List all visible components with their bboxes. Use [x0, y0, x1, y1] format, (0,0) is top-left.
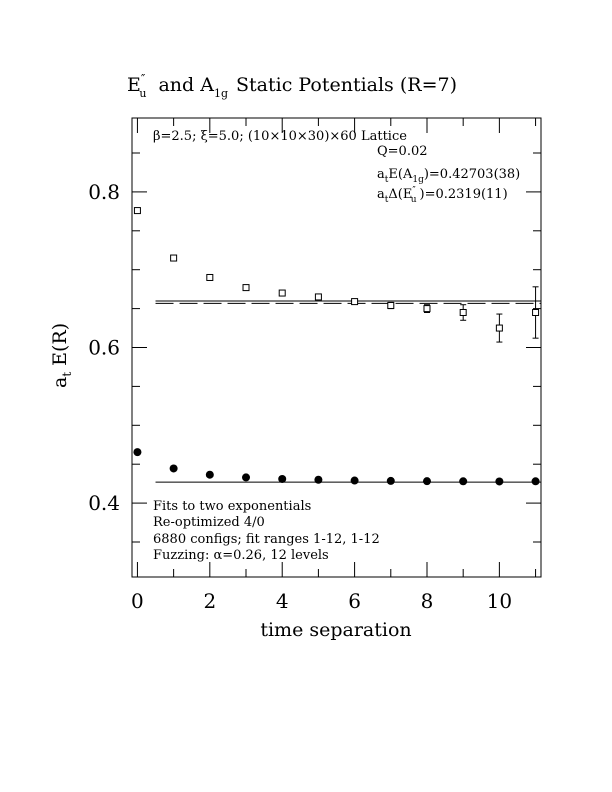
gap-mid-sub: u [411, 195, 417, 205]
fit-note-2: Re-optimized 4/0 [153, 515, 265, 530]
y-axis-label-sub: t [60, 372, 74, 377]
energy-tail: )=0.42703(38) [424, 167, 520, 182]
title-part-e-sub: u [139, 87, 146, 100]
title-part-a-sub: 1g [214, 87, 228, 100]
data-point-circle [205, 470, 214, 479]
data-point-circle [495, 477, 504, 486]
y-tick-label: 0.8 [88, 180, 120, 204]
title-part-a: and A [158, 74, 214, 96]
x-tick-label: 4 [276, 589, 289, 613]
data-point-circle [531, 477, 540, 486]
fit-note-3: 6880 configs; fit ranges 1-12, 1-12 [153, 532, 380, 547]
gap-tail: )=0.2319(11) [420, 187, 508, 202]
data-point-square [278, 289, 286, 297]
data-point-circle [422, 477, 431, 486]
axis-tick-labels: 0 2 4 6 8 10 0.4 0.6 0.8 [88, 180, 512, 613]
data-point-circle [169, 464, 178, 473]
energy-mid: E(A [388, 167, 413, 182]
x-tick-label: 10 [487, 589, 512, 613]
y-tick-label: 0.4 [88, 491, 120, 515]
x-axis-label: time separation [260, 619, 411, 641]
data-point-circle [459, 477, 468, 486]
y-axis-label-a: a [49, 377, 71, 388]
energy-a-sub: t [385, 175, 389, 185]
lattice-annotation: β=2.5; ξ=5.0; (10×10×30)×60 Lattice [153, 129, 407, 144]
data-point-square [423, 305, 431, 313]
data-point-circle [133, 448, 142, 457]
x-tick-label: 6 [348, 589, 361, 613]
x-tick-label: 0 [131, 589, 144, 613]
gap-annotation: atΔ(E″ u)=0.2319(11) [377, 186, 508, 205]
data-point-square [242, 284, 250, 292]
gap-mid: Δ(E [388, 187, 412, 202]
y-tick-label: 0.6 [88, 336, 120, 360]
y-axis-label-tail: E(R) [49, 323, 71, 366]
gap-mid-sup: ″ [412, 186, 416, 196]
data-point-square [387, 301, 395, 309]
chart-title: E″ u and A1g Static Potentials (R=7) [127, 72, 457, 100]
fit-note-4: Fuzzing: α=0.26, 12 levels [153, 548, 329, 563]
q-annotation: Q=0.02 [377, 144, 428, 159]
data-point-square [495, 324, 503, 332]
data-point-circle [314, 475, 323, 484]
data-point-square [170, 254, 178, 262]
title-part-tail: Static Potentials (R=7) [236, 74, 457, 96]
title-part-e: E [127, 74, 141, 96]
fit-note-1: Fits to two exponentials [153, 499, 311, 514]
data-point-square [532, 308, 540, 316]
data-point-square [459, 308, 467, 316]
x-tick-label: 2 [203, 589, 216, 613]
energy-a: a [377, 167, 385, 182]
data-point-circle [242, 473, 251, 482]
data-point-square [133, 207, 141, 215]
gap-a: a [377, 187, 385, 202]
x-tick-label: 8 [421, 589, 434, 613]
energy-annotation: atE(A1g)=0.42703(38) [377, 167, 520, 185]
data-point-square [206, 273, 214, 281]
data-point-circle [278, 474, 287, 483]
data-point-square [351, 298, 359, 306]
fit-lines [155, 300, 541, 483]
title-part-e-sup: ″ [141, 72, 146, 86]
y-axis-label: at E(R) [49, 323, 74, 388]
data-point-circle [386, 476, 395, 485]
data-point-circle [350, 476, 359, 485]
axis-ticks [132, 118, 541, 577]
energy-mid-sub: 1g [412, 175, 424, 185]
data-point-square [314, 293, 322, 301]
data-points [133, 207, 540, 486]
gap-a-sub: t [385, 195, 389, 205]
